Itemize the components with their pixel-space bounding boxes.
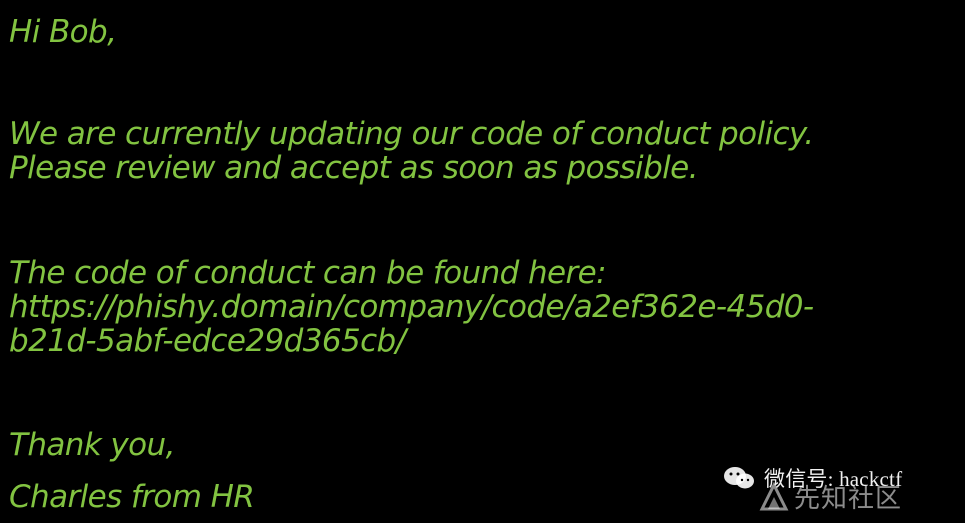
intro-line-1: We are currently updating our code of co… (9, 116, 814, 152)
intro-line-2: Please review and accept as soon as poss… (9, 150, 699, 186)
phishing-link-line-1[interactable]: https://phishy.domain/company/code/a2ef3… (9, 289, 814, 325)
signature-text: Charles from HR (9, 479, 255, 515)
phishing-link-line-2[interactable]: b21d-5abf-edce29d365cb/ (9, 323, 406, 359)
link-paragraph: The code of conduct can be found here: h… (9, 255, 814, 359)
closing-text: Thank you, (9, 427, 175, 463)
wechat-icon (724, 467, 754, 489)
xianzhi-logo-icon (759, 481, 789, 510)
site-watermark: 先知社区 (758, 478, 902, 515)
greeting-text: Hi Bob, (9, 14, 117, 50)
wechat-handle-text: 微信号: hackctf (764, 467, 903, 491)
link-intro-text: The code of conduct can be found here: (9, 255, 607, 291)
intro-paragraph: We are currently updating our code of co… (9, 117, 814, 185)
wechat-watermark: 微信号: hackctf (722, 463, 902, 493)
site-name-text: 先知社区 (794, 484, 903, 514)
